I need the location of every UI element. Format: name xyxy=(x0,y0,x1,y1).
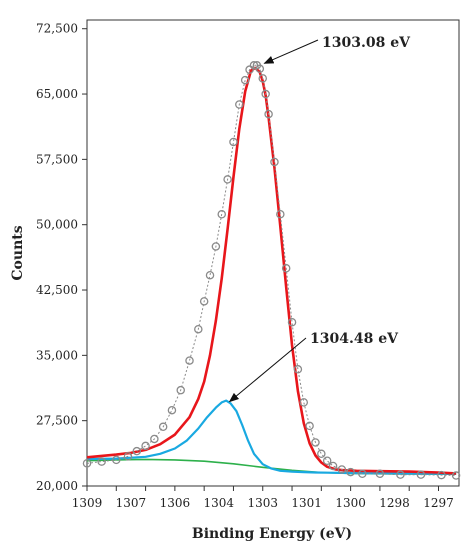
measured-data-point xyxy=(317,449,326,459)
measured-data-point xyxy=(245,65,254,74)
plot-area-frame xyxy=(86,19,460,487)
x-tick-label: 1301 xyxy=(291,496,322,510)
peak2-fit-line xyxy=(86,399,457,475)
measured-data-point xyxy=(235,100,244,109)
annotation-arrow-second-peak xyxy=(228,337,307,403)
measured-data-line xyxy=(86,64,457,476)
measured-data-point xyxy=(82,459,92,468)
measured-data-point xyxy=(451,471,461,480)
measured-data-point xyxy=(167,405,177,415)
measured-data-point xyxy=(416,470,426,479)
measured-data-point xyxy=(112,455,121,465)
x-tick-label: 1304 xyxy=(204,496,235,510)
measured-data-point xyxy=(305,421,314,431)
measured-data-point xyxy=(287,317,297,327)
measured-data-point xyxy=(194,324,203,334)
annotation-label-second-peak: 1304.48 eV xyxy=(310,331,399,347)
measured-data-point xyxy=(141,441,150,451)
x-tick-label: 1307 xyxy=(116,496,147,510)
measured-data-point xyxy=(358,469,367,479)
measured-data-point xyxy=(97,457,106,466)
y-tick-label: 27,500 xyxy=(36,414,78,428)
measured-data-point xyxy=(199,297,209,306)
measured-data-point xyxy=(255,64,265,74)
measured-data-point xyxy=(240,75,250,85)
measured-data-point xyxy=(132,446,142,456)
x-axis: 1309 1307 1306 1304 1303 1301 1300 1298 1297 xyxy=(72,486,454,510)
measured-data-point xyxy=(205,270,215,280)
measured-data-point xyxy=(293,365,303,374)
measured-data-point xyxy=(396,470,405,479)
y-tick-label: 65,000 xyxy=(36,87,78,101)
annotation-arrow-main-peak xyxy=(263,39,319,64)
measured-data-point xyxy=(217,209,226,219)
envelope-fit-line xyxy=(86,66,457,475)
measured-data-point xyxy=(299,398,309,407)
x-tick-label: 1303 xyxy=(247,496,278,510)
y-tick-label: 35,000 xyxy=(36,348,78,362)
measured-data-point xyxy=(176,385,185,395)
y-tick-label: 20,000 xyxy=(36,479,78,493)
measured-data-point xyxy=(311,438,320,447)
measured-data-point xyxy=(270,157,279,167)
measured-data-point xyxy=(264,109,273,119)
annotation-label-main-peak: 1303.08 eV xyxy=(322,35,411,51)
x-tick-label: 1298 xyxy=(379,496,410,510)
measured-data-point xyxy=(158,422,168,432)
measured-data-point xyxy=(328,461,338,471)
measured-data-point xyxy=(276,209,285,219)
y-tick-label: 57,500 xyxy=(36,152,78,166)
measured-data-point xyxy=(150,434,159,444)
measured-data-point xyxy=(337,465,347,474)
x-tick-label: 1306 xyxy=(160,496,191,510)
series-group xyxy=(82,61,461,480)
y-tick-label: 50,000 xyxy=(36,218,78,232)
y-tick-label: 42,500 xyxy=(36,283,78,297)
measured-data-point xyxy=(375,469,385,479)
measured-data-point xyxy=(258,74,267,83)
x-tick-label: 1297 xyxy=(423,496,454,510)
annotations: 1303.08 eV 1304.48 eV xyxy=(228,35,411,403)
measured-data-point xyxy=(261,89,270,99)
y-axis-title: Counts xyxy=(10,225,26,280)
x-tick-label: 1300 xyxy=(335,496,366,510)
measured-data-point xyxy=(322,456,332,465)
measured-data-point xyxy=(346,467,355,477)
measured-data-point xyxy=(229,137,238,147)
y-axis: 20,000 27,500 35,000 42,500 50,000 57,500 65,0… xyxy=(36,22,87,493)
x-axis-title: Binding Energy (eV) xyxy=(192,526,352,542)
measured-data-point xyxy=(281,263,291,273)
measured-data-point xyxy=(437,470,446,480)
measured-data-point xyxy=(223,175,232,184)
measured-data-point xyxy=(185,356,194,365)
y-tick-label: 72,500 xyxy=(36,22,78,36)
measured-data-point xyxy=(123,452,133,461)
x-tick-label: 1309 xyxy=(72,496,103,510)
measured-data-point xyxy=(211,242,221,251)
